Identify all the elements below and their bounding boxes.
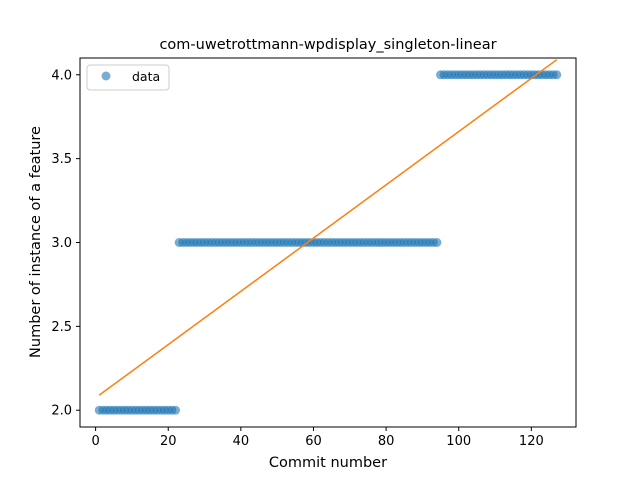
fit-line: [98, 59, 558, 396]
plot-content: [94, 59, 562, 415]
x-tick-label: 120: [519, 434, 544, 449]
y-tick-label: 4.0: [51, 68, 72, 83]
x-axis: 0 20 40 60 80 100 120: [91, 427, 544, 449]
y-tick-label: 3.0: [51, 236, 72, 251]
data-point: [432, 238, 442, 247]
y-tick-label: 2.5: [51, 320, 72, 335]
x-tick-label: 100: [446, 434, 471, 449]
legend: data: [86, 64, 170, 91]
y-axis: 2.0 2.5 3.0 3.5 4.0: [51, 68, 80, 419]
data-point: [552, 70, 562, 80]
y-tick-label: 2.0: [51, 404, 72, 419]
y-tick-label: 3.5: [51, 152, 72, 167]
x-tick-label: 0: [91, 434, 99, 449]
y-axis-label: Number of instance of a feature: [28, 126, 44, 358]
x-tick-label: 60: [305, 434, 322, 449]
x-axis-label: Commit number: [269, 455, 387, 471]
series-data: [94, 70, 562, 415]
x-tick-label: 40: [233, 434, 250, 449]
legend-label-data: data: [132, 69, 160, 84]
legend-marker-data: [101, 71, 111, 81]
x-tick-label: 20: [160, 434, 177, 449]
legend-box: [86, 64, 170, 91]
x-tick-label: 80: [378, 434, 395, 449]
chart-title: com-uwetrottmann-wpdisplay_singleton-lin…: [159, 37, 496, 53]
data-point: [171, 405, 180, 415]
